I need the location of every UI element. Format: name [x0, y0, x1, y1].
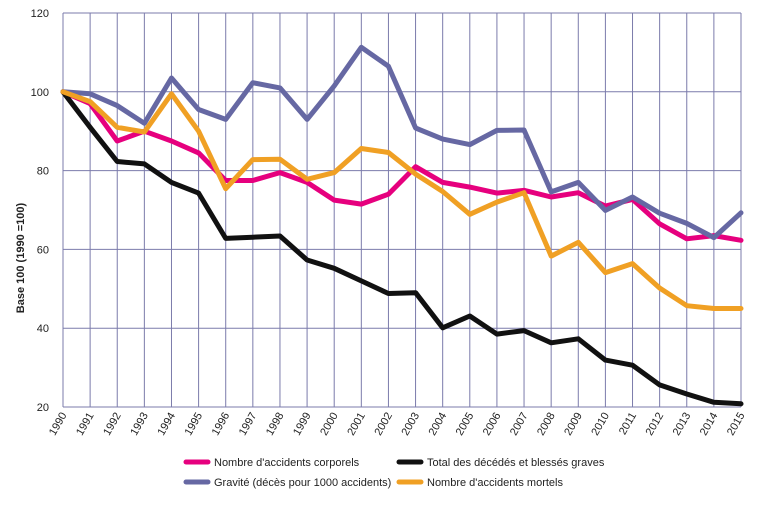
x-tick-label: 1994 [155, 411, 178, 438]
legend-label: Nombre d'accidents mortels [427, 477, 563, 489]
x-tick-label: 2010 [589, 411, 612, 438]
x-tick-label: 1993 [128, 411, 151, 438]
x-tick-label: 1998 [264, 411, 287, 438]
x-tick-label: 2006 [481, 411, 504, 438]
series-line-2 [60, 44, 744, 241]
y-tick-label: 20 [37, 402, 49, 414]
x-tick-label: 2014 [698, 411, 721, 438]
x-tick-label: 1996 [210, 411, 233, 438]
x-tick-label: 2001 [345, 411, 368, 438]
x-tick-label: 1997 [237, 411, 260, 438]
x-tick-label: 1995 [183, 411, 206, 438]
x-tick-label: 1992 [101, 411, 124, 438]
x-tick-label: 1990 [47, 411, 70, 438]
series-line-4 [60, 89, 744, 311]
x-tick-label: 2015 [725, 411, 748, 438]
x-tick-label: 2013 [671, 411, 694, 438]
x-tick-label: 2007 [508, 411, 531, 438]
x-tick-label: 2000 [318, 411, 341, 438]
legend-label: Nombre d'accidents corporels [214, 457, 360, 469]
x-tick-label: 2012 [644, 411, 667, 438]
y-tick-label: 60 [37, 244, 49, 256]
x-tick-label: 2003 [400, 411, 423, 438]
legend: Nombre d'accidents corporels Gravité (déc… [183, 457, 605, 489]
legend-label: Gravité (décès pour 1000 accidents) [214, 477, 391, 489]
y-tick-label: 80 [37, 166, 49, 178]
x-tick-label: 2011 [617, 411, 639, 437]
legend-label: Total des décédés et blessés graves [427, 457, 605, 469]
x-tick-label: 2004 [427, 411, 450, 438]
x-tick-label: 2008 [535, 411, 558, 438]
x-tick-label: 2009 [562, 411, 585, 438]
x-tick-label: 2002 [372, 411, 395, 438]
x-tick-label: 2005 [454, 411, 477, 438]
series-lines [60, 44, 744, 407]
x-tick-label: 1991 [74, 411, 97, 438]
y-tick-label: 100 [31, 87, 49, 99]
grid [62, 12, 742, 408]
x-tick-label: 1999 [291, 411, 314, 438]
y-tick-label: 120 [31, 8, 49, 20]
series-line-3 [60, 89, 744, 407]
y-tick-label: 40 [37, 323, 49, 335]
y-axis-label: Base 100 (1990 =100) [15, 202, 27, 313]
